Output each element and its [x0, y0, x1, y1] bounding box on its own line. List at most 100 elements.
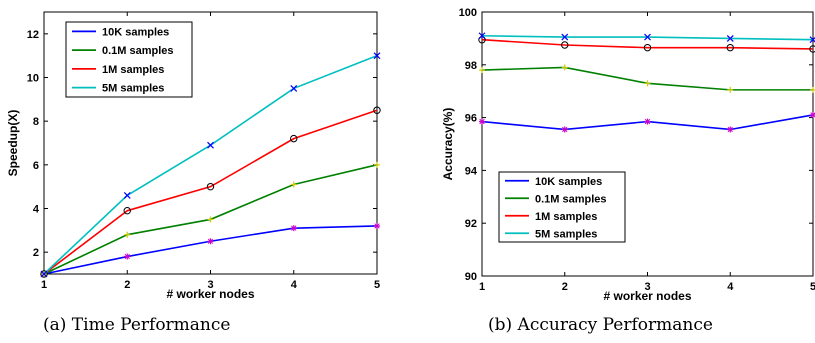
- data-point-marker: [207, 216, 214, 223]
- x-tick-label: 5: [810, 281, 815, 293]
- data-point-marker: [809, 36, 815, 44]
- data-point-marker: [40, 270, 48, 278]
- marker-stroke: [727, 126, 733, 133]
- chart-caption: (b) Accuracy Performance: [488, 315, 713, 335]
- marker-circle: [206, 182, 215, 191]
- data-point-marker: [726, 43, 734, 52]
- y-tick-label: 4: [33, 204, 40, 216]
- marker-stroke: [373, 52, 381, 60]
- y-axis-label: Accuracy(%): [441, 108, 455, 181]
- data-point-marker: [810, 111, 815, 118]
- y-tick-label: 100: [459, 7, 477, 19]
- data-point-marker: [290, 225, 297, 232]
- marker-stroke: [478, 32, 486, 40]
- x-tick-label: 3: [207, 279, 213, 291]
- data-point-marker: [727, 126, 734, 133]
- marker-circle: [561, 41, 569, 49]
- legend-label: 0.1M samples: [102, 45, 174, 57]
- data-point-marker: [373, 52, 381, 60]
- marker-stroke: [562, 126, 568, 133]
- y-tick-label: 2: [33, 247, 39, 259]
- data-point-marker: [561, 33, 569, 41]
- data-point-marker: [643, 43, 652, 52]
- marker-circle: [40, 270, 48, 278]
- data-point-marker: [40, 270, 48, 278]
- marker-circle: [290, 134, 298, 143]
- x-axis-label: # worker nodes: [603, 289, 691, 303]
- marker-stroke: [726, 34, 734, 42]
- data-point-marker: [290, 181, 297, 188]
- marker-circle: [726, 43, 734, 52]
- data-point-marker: [374, 222, 380, 229]
- marker-stroke: [40, 270, 48, 278]
- legend-box: [65, 21, 193, 98]
- data-point-marker: [206, 182, 215, 191]
- marker-stroke: [207, 238, 214, 244]
- chart-caption: (a) Time Performance: [43, 315, 230, 335]
- series-line-1m-samples: [43, 109, 378, 275]
- data-point-marker: [561, 64, 568, 71]
- data-point-marker: [561, 41, 569, 49]
- data-point-marker: [479, 118, 485, 125]
- data-point-marker: [727, 86, 734, 93]
- chart-accuracy-performance: 1 2 3 4 5 90 92 94 96 98 100 # worker nodes Accuracy…: [441, 7, 815, 335]
- marker-stroke: [290, 84, 298, 92]
- y-tick-label: 96: [465, 113, 477, 125]
- data-point-marker: [644, 118, 651, 125]
- marker-stroke: [123, 191, 131, 199]
- marker-stroke: [809, 36, 815, 44]
- data-point-marker: [207, 238, 214, 245]
- data-point-marker: [373, 106, 381, 114]
- x-tick-label: 5: [374, 279, 380, 291]
- x-tick-label: 4: [291, 279, 298, 291]
- marker-circle: [123, 206, 131, 215]
- data-point-marker: [374, 161, 380, 168]
- legend-label: 5M samples: [102, 83, 164, 95]
- data-point-marker: [290, 134, 298, 143]
- y-tick-label: 8: [33, 116, 39, 128]
- data-point-marker: [290, 84, 298, 92]
- legend-label: 5M samples: [535, 228, 597, 240]
- data-point-marker: [123, 191, 131, 199]
- data-point-marker: [809, 45, 815, 53]
- data-point-marker: [124, 231, 131, 238]
- data-point-marker: [644, 80, 651, 87]
- y-tick-label: 6: [33, 160, 39, 172]
- x-tick-label: 1: [479, 281, 485, 293]
- x-tick-label: 1: [41, 279, 47, 291]
- marker-stroke: [644, 118, 651, 125]
- x-tick-label: 2: [562, 281, 568, 293]
- y-tick-label: 92: [465, 218, 477, 230]
- legend: 10K samples 0.1M samples 1M samples 5M samp…: [65, 21, 193, 98]
- marker-stroke: [479, 118, 485, 125]
- marker-circle: [373, 106, 381, 114]
- series-line-1m-samples: [481, 38, 814, 50]
- legend-label: 0.1M samples: [535, 193, 607, 205]
- x-axis-label: # worker nodes: [166, 287, 254, 301]
- data-point-marker: [810, 86, 815, 93]
- y-tick-label: 10: [27, 73, 39, 85]
- marker-circle: [809, 45, 815, 53]
- data-point-marker: [644, 33, 651, 41]
- marker-stroke: [374, 223, 380, 229]
- data-point-marker: [124, 253, 131, 260]
- data-point-marker: [561, 126, 568, 133]
- marker-stroke: [561, 33, 569, 41]
- y-tick-label: 94: [465, 165, 478, 177]
- data-point-marker: [726, 34, 734, 42]
- x-tick-label: 2: [124, 279, 130, 291]
- legend-box: [498, 171, 626, 243]
- legend-label: 1M samples: [535, 211, 597, 223]
- legend-label: 10K samples: [102, 26, 169, 38]
- x-tick-label: 4: [727, 281, 734, 293]
- legend: 10K samples 0.1M samples 1M samples 5M samp…: [498, 171, 626, 243]
- marker-circle: [643, 43, 652, 52]
- data-point-marker: [478, 32, 486, 40]
- y-tick-label: 98: [465, 60, 477, 72]
- marker-stroke: [644, 33, 651, 41]
- marker-stroke: [207, 141, 214, 149]
- legend-label: 10K samples: [535, 176, 602, 188]
- y-tick-label: 12: [27, 29, 39, 41]
